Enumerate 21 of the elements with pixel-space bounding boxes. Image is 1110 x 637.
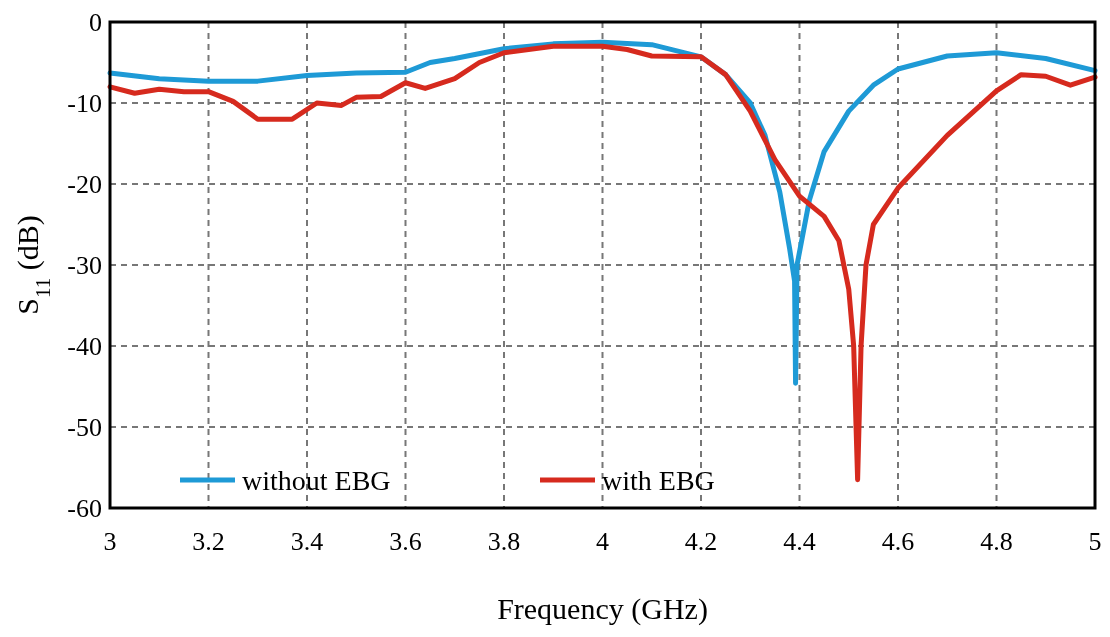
legend-label: with EBG: [602, 464, 715, 496]
x-tick-label: 4.4: [783, 527, 816, 556]
y-tick-label: -30: [67, 251, 102, 281]
y-tick-label: -10: [67, 89, 102, 119]
y-tick-label: -50: [67, 413, 102, 443]
x-tick-label: 4.6: [881, 527, 915, 556]
x-axis-title: Frequency (GHz): [497, 592, 708, 626]
y-tick-label: -40: [67, 332, 102, 362]
legend-label: without EBG: [242, 464, 391, 496]
x-tick-label: 5: [1088, 527, 1102, 556]
x-tick-label: 3.6: [389, 527, 422, 556]
x-tick-label: 3.2: [192, 527, 225, 556]
x-tick-label: 3.4: [290, 527, 324, 556]
y-tick-label: -60: [67, 494, 102, 524]
x-tick-label: 3: [103, 527, 117, 556]
x-tick-label: 4.2: [684, 527, 718, 556]
x-tick-label: 4: [596, 527, 609, 556]
y-tick-label: 0: [89, 8, 102, 38]
x-tick-label: 3.8: [487, 527, 521, 556]
y-tick-label: -20: [67, 170, 102, 200]
x-tick-label: 4.8: [980, 527, 1013, 556]
